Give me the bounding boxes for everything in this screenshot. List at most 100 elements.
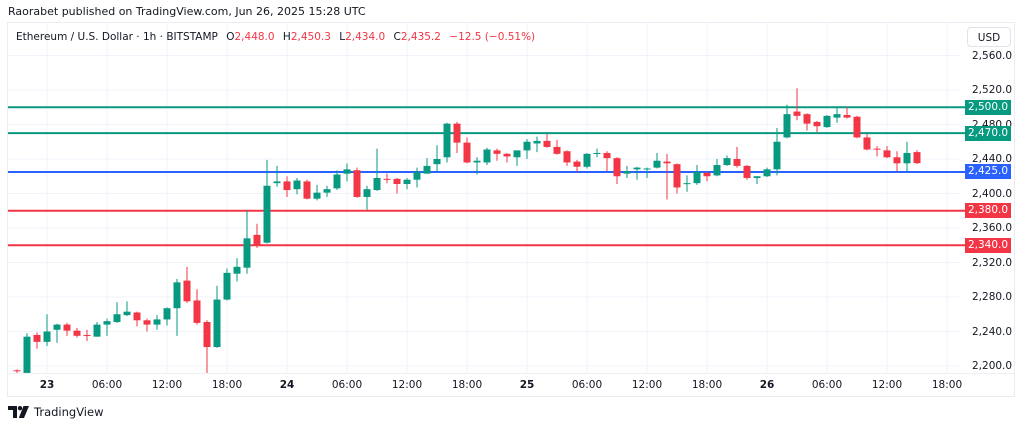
candle-body xyxy=(393,178,401,185)
candle-body xyxy=(23,336,31,373)
low-value: 2,434.0 xyxy=(345,31,386,43)
time-tick-label: 12:00 xyxy=(151,379,183,391)
candle-body xyxy=(663,161,671,164)
time-tick-label: 06:00 xyxy=(811,379,843,391)
candle-body xyxy=(513,150,521,158)
price-tick-label: 2,400.0 xyxy=(972,187,1013,200)
low-label: L xyxy=(339,31,346,43)
time-tick-label: 12:00 xyxy=(391,379,423,391)
candle-body xyxy=(313,192,321,199)
candle-body xyxy=(493,150,501,154)
candle-body xyxy=(83,334,91,336)
candle-body xyxy=(253,234,261,246)
candle-body xyxy=(283,181,291,191)
candle-body xyxy=(713,165,721,176)
candle-body xyxy=(843,115,851,118)
candle-body xyxy=(573,161,581,167)
candle-body xyxy=(373,177,381,191)
price-tick-label: 2,240.0 xyxy=(972,325,1013,338)
tradingview-logo-icon xyxy=(8,406,29,418)
level-price-label: 2,340.0 xyxy=(965,237,1011,253)
candle-body xyxy=(853,116,861,138)
tradingview-branding[interactable]: TradingView xyxy=(8,405,103,419)
candle-body xyxy=(673,164,681,188)
price-tick-label: 2,280.0 xyxy=(972,291,1013,303)
candle-body xyxy=(793,111,801,116)
candle-body xyxy=(303,181,311,199)
time-tick-label: 06:00 xyxy=(331,379,363,391)
chart-frame xyxy=(7,22,1015,397)
candle-body xyxy=(693,171,701,184)
candle-body xyxy=(353,170,361,197)
candle-body xyxy=(293,180,301,190)
candle-body xyxy=(153,319,161,325)
candle-body xyxy=(633,167,641,170)
candle-body xyxy=(683,183,691,185)
currency-button[interactable]: USD xyxy=(967,27,1011,47)
candle-body xyxy=(213,299,221,348)
time-tick-label: 12:00 xyxy=(871,379,903,391)
time-tick-label: 06:00 xyxy=(571,379,603,391)
price-tick-label: 2,520.0 xyxy=(972,84,1013,96)
candle-body xyxy=(263,185,271,243)
time-tick-label: 18:00 xyxy=(211,379,243,391)
level-price-label: 2,470.0 xyxy=(965,125,1011,141)
candle-body xyxy=(703,172,711,177)
candle-body xyxy=(463,142,471,163)
candle-body xyxy=(473,160,481,163)
close-label: C xyxy=(393,31,401,43)
time-tick-label: 18:00 xyxy=(451,379,483,391)
level-price-label: 2,425.0 xyxy=(965,164,1011,180)
high-label: H xyxy=(282,31,291,43)
close-value: 2,435.2 xyxy=(400,31,441,43)
time-tick-label: 24 xyxy=(279,379,295,391)
time-tick-label: 12:00 xyxy=(631,379,663,391)
candle-body xyxy=(243,238,251,268)
time-tick-label: 18:00 xyxy=(931,379,963,391)
candle-body xyxy=(823,115,831,128)
candle-body xyxy=(753,176,761,178)
candle-body xyxy=(783,114,791,138)
tradingview-name: TradingView xyxy=(34,405,104,419)
candle-body xyxy=(113,314,121,323)
candle-body xyxy=(893,157,901,164)
candle-body xyxy=(43,331,51,342)
candle-body xyxy=(163,308,171,320)
candle-body xyxy=(453,123,461,143)
candle-body xyxy=(813,121,821,127)
candle-body xyxy=(193,300,201,323)
candle-body xyxy=(483,149,491,163)
time-tick-label: 23 xyxy=(39,379,55,391)
candle-body xyxy=(93,324,101,337)
candle-body xyxy=(203,322,211,348)
candle-body xyxy=(523,141,531,151)
candle-body xyxy=(623,171,631,174)
candle-body xyxy=(333,174,341,189)
candle-body xyxy=(563,151,571,163)
candle-body xyxy=(323,189,331,193)
candle-body xyxy=(613,158,621,177)
high-value: 2,450.3 xyxy=(290,31,331,43)
candle-body xyxy=(423,165,431,174)
price-tick-label: 2,320.0 xyxy=(972,256,1013,269)
candle-body xyxy=(583,153,591,167)
candle-body xyxy=(803,114,811,124)
candle-body xyxy=(543,140,551,147)
candle-body xyxy=(363,189,371,197)
time-tick-label: 18:00 xyxy=(691,379,723,391)
candle-body xyxy=(593,152,601,154)
candle-body xyxy=(343,169,351,174)
candle-body xyxy=(433,159,441,165)
symbol-legend: Ethereum / U.S. Dollar · 1h · BITSTAMP O… xyxy=(16,30,535,44)
candle-body xyxy=(863,137,871,150)
candle-body xyxy=(533,140,541,144)
candle-body xyxy=(403,179,411,185)
symbol-title[interactable]: Ethereum / U.S. Dollar · 1h · BITSTAMP xyxy=(16,31,218,43)
candle-body xyxy=(383,178,391,180)
candle-body xyxy=(123,311,131,316)
candle-body xyxy=(233,266,241,274)
candle-body xyxy=(873,148,881,150)
price-change: −12.5 (−0.51%) xyxy=(449,31,536,43)
candle-body xyxy=(33,334,41,342)
